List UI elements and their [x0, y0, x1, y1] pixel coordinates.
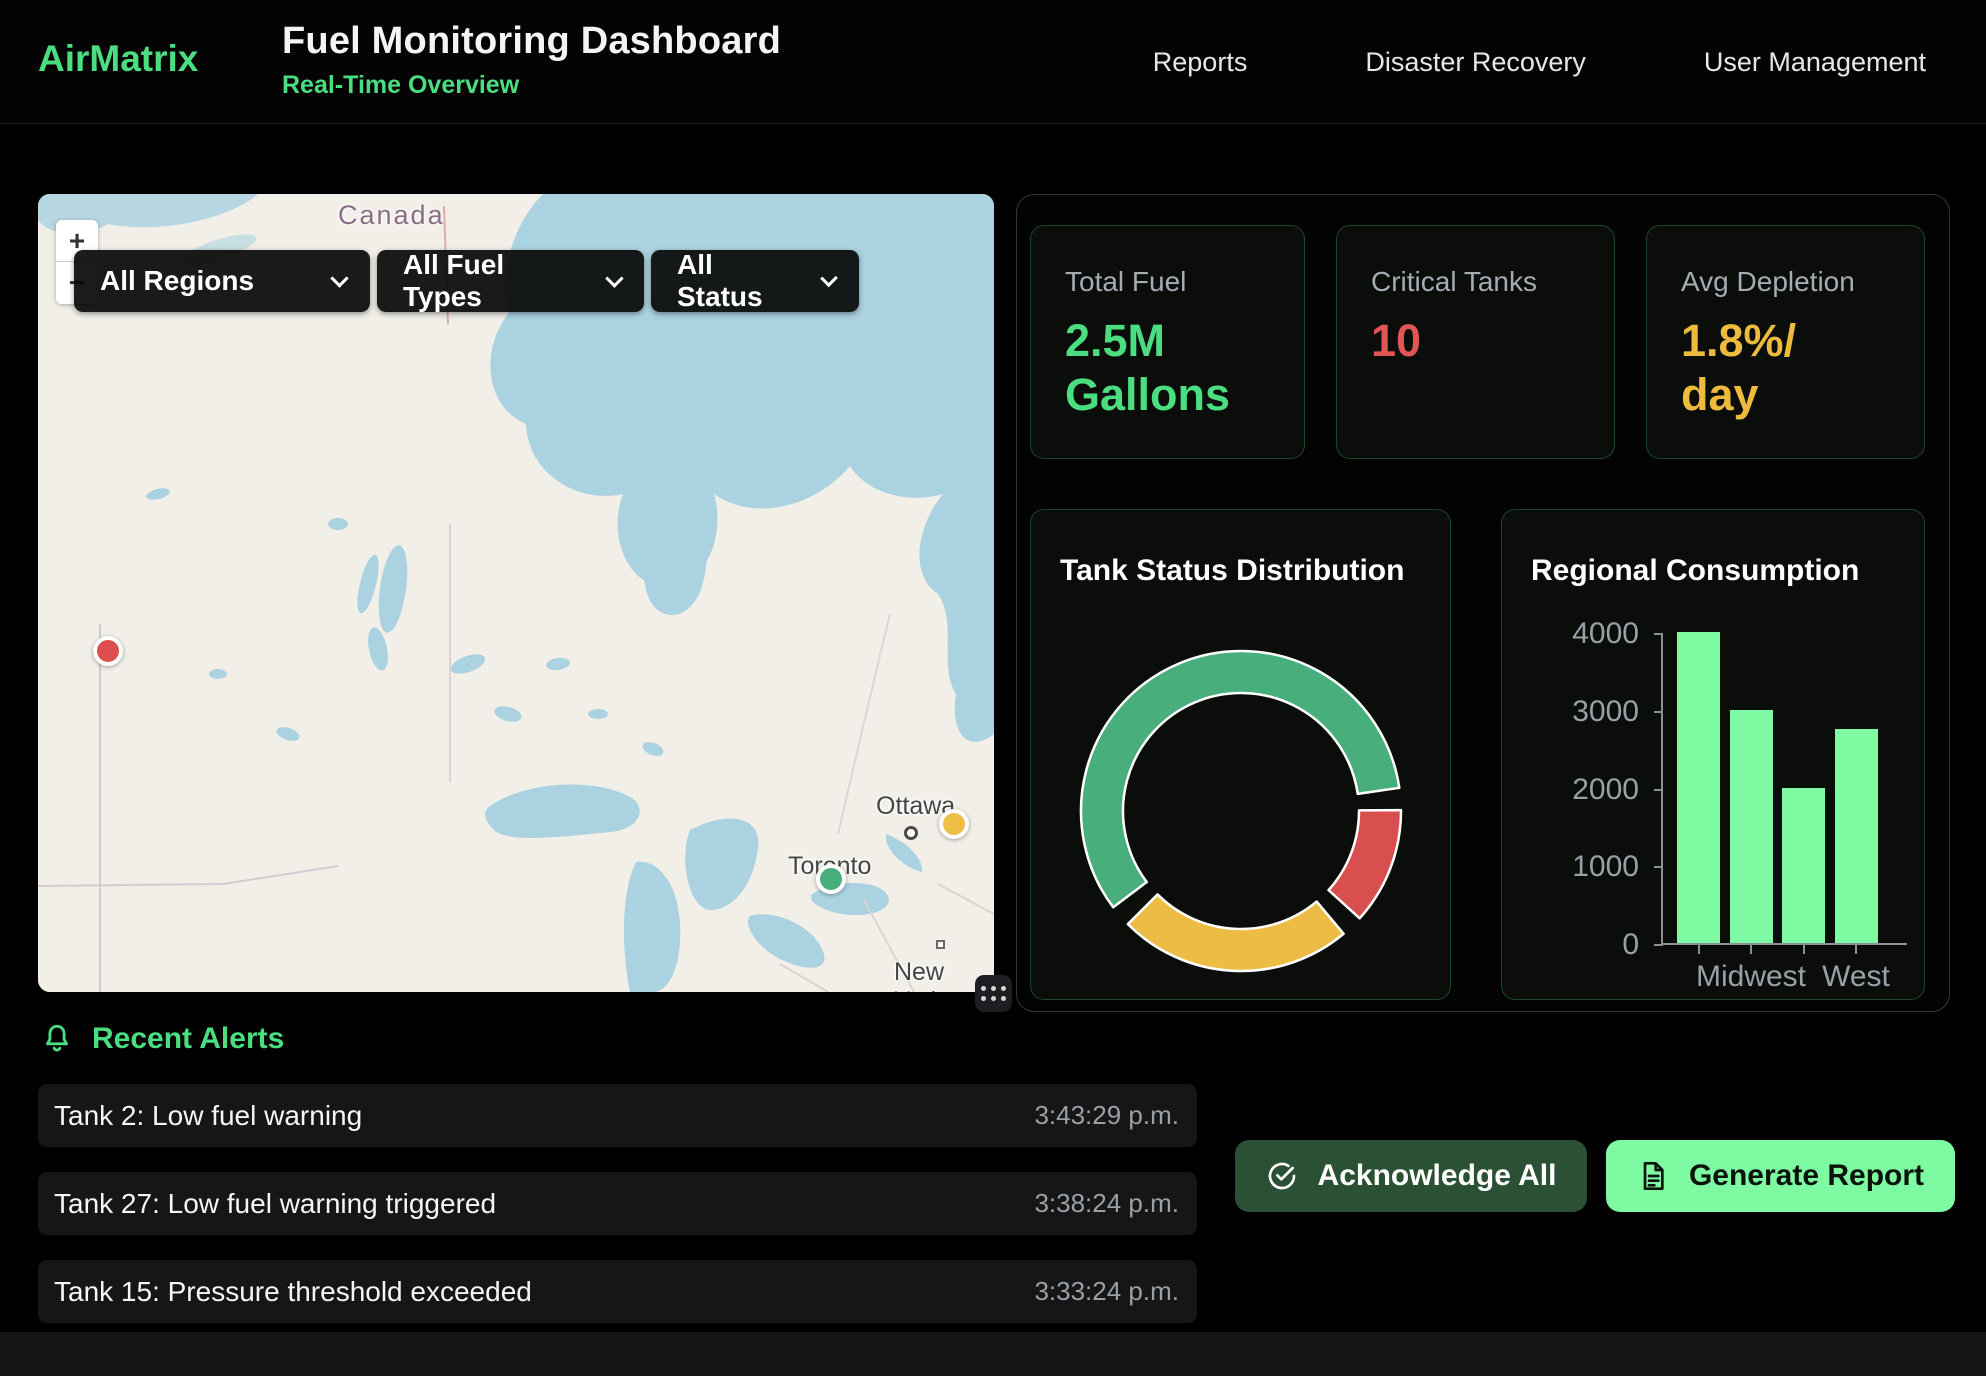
- map-label-canada: Canada: [338, 200, 445, 231]
- donut-segment-critical: [1329, 810, 1401, 918]
- bar-3: [1835, 729, 1878, 943]
- stat-label: Total Fuel: [1065, 266, 1304, 298]
- generate-report-button[interactable]: Generate Report: [1606, 1140, 1955, 1212]
- chart-title: Regional Consumption: [1531, 554, 1859, 588]
- alert-row[interactable]: Tank 15: Pressure threshold exceeded 3:3…: [38, 1260, 1197, 1323]
- nav-item-user-management[interactable]: User Management: [1704, 47, 1926, 78]
- tank-status-donut-chart: [1066, 636, 1416, 986]
- stat-value: 1.8%/day: [1681, 314, 1924, 422]
- alert-timestamp: 3:33:24 p.m.: [1034, 1276, 1179, 1307]
- nav-item-disaster-recovery[interactable]: Disaster Recovery: [1365, 47, 1586, 78]
- region-filter-select[interactable]: All Regions: [74, 250, 370, 312]
- chevron-down-icon: [330, 269, 348, 287]
- regional-consumption-chart-card: Regional Consumption 01000200030004000Mi…: [1501, 509, 1925, 1000]
- stat-label: Avg Depletion: [1681, 266, 1924, 298]
- alerts-header: Recent Alerts: [40, 1022, 284, 1056]
- alert-message: Tank 15: Pressure threshold exceeded: [54, 1276, 532, 1308]
- stat-label: Critical Tanks: [1371, 266, 1614, 298]
- x-axis-tick-mark: [1698, 945, 1700, 954]
- footer-strip: [0, 1332, 1986, 1376]
- y-axis-tick-label: 0: [1519, 928, 1639, 962]
- y-axis-tick-mark: [1654, 633, 1663, 635]
- x-axis-tick-label: West: [1776, 960, 1936, 994]
- y-axis-tick-mark: [1654, 789, 1663, 791]
- stat-value: 2.5MGallons: [1065, 314, 1304, 422]
- fuel-type-filter-select[interactable]: All Fuel Types: [377, 250, 644, 312]
- stat-card-avg-depletion: Avg Depletion 1.8%/day: [1646, 225, 1925, 459]
- button-label: Acknowledge All: [1318, 1159, 1557, 1193]
- donut-segment-warning: [1128, 894, 1344, 971]
- page-subtitle: Real-Time Overview: [282, 71, 781, 100]
- y-axis-tick-label: 4000: [1519, 617, 1639, 651]
- y-axis-tick-label: 2000: [1519, 773, 1639, 807]
- new-york-marker-icon: [936, 940, 945, 949]
- alert-message: Tank 2: Low fuel warning: [54, 1100, 362, 1132]
- page-title: Fuel Monitoring Dashboard: [282, 20, 781, 63]
- main-nav: Reports Disaster Recovery User Managemen…: [1153, 0, 1926, 124]
- chevron-down-icon: [605, 269, 623, 287]
- map-resize-grip[interactable]: [975, 975, 1012, 1012]
- nav-item-reports[interactable]: Reports: [1153, 47, 1248, 78]
- alerts-title: Recent Alerts: [92, 1022, 284, 1056]
- fuel-map[interactable]: Canada Ottawa Toronto New York + − All R…: [38, 194, 994, 992]
- fuel-type-filter-value: All Fuel Types: [403, 249, 582, 313]
- bar-2: [1782, 788, 1825, 944]
- alert-message: Tank 27: Low fuel warning triggered: [54, 1188, 496, 1220]
- check-circle-icon: [1266, 1160, 1298, 1192]
- button-label: Generate Report: [1689, 1159, 1924, 1193]
- tank-marker-critical[interactable]: [93, 636, 123, 666]
- tank-marker-warning[interactable]: [939, 809, 969, 839]
- brand-logo[interactable]: AirMatrix: [38, 38, 198, 80]
- acknowledge-all-button[interactable]: Acknowledge All: [1235, 1140, 1587, 1212]
- map-filter-bar: All Regions All Fuel Types All Status: [74, 250, 859, 312]
- title-block: Fuel Monitoring Dashboard Real-Time Over…: [282, 20, 781, 100]
- x-axis-tick-mark: [1803, 945, 1805, 954]
- y-axis-tick-mark: [1654, 866, 1663, 868]
- y-axis-tick-label: 1000: [1519, 850, 1639, 884]
- ottawa-marker-icon: [904, 826, 918, 840]
- bar-0: [1677, 632, 1720, 943]
- alert-timestamp: 3:38:24 p.m.: [1034, 1188, 1179, 1219]
- chart-title: Tank Status Distribution: [1060, 554, 1404, 588]
- region-filter-value: All Regions: [100, 265, 254, 297]
- stat-value: 10: [1371, 314, 1614, 368]
- status-filter-value: All Status: [677, 249, 797, 313]
- y-axis-tick-label: 3000: [1519, 695, 1639, 729]
- alert-row[interactable]: Tank 2: Low fuel warning 3:43:29 p.m.: [38, 1084, 1197, 1147]
- stat-card-total-fuel: Total Fuel 2.5MGallons: [1030, 225, 1305, 459]
- y-axis-tick-mark: [1654, 711, 1663, 713]
- alert-timestamp: 3:43:29 p.m.: [1034, 1100, 1179, 1131]
- chevron-down-icon: [820, 269, 838, 287]
- bar-1: [1730, 710, 1773, 943]
- x-axis-tick-mark: [1855, 945, 1857, 954]
- tank-status-chart-card: Tank Status Distribution: [1030, 509, 1451, 1000]
- app-header: AirMatrix Fuel Monitoring Dashboard Real…: [0, 0, 1986, 124]
- document-icon: [1637, 1160, 1669, 1192]
- stat-card-critical-tanks: Critical Tanks 10: [1336, 225, 1615, 459]
- bell-icon: [40, 1022, 74, 1056]
- x-axis-tick-mark: [1750, 945, 1752, 954]
- status-filter-select[interactable]: All Status: [651, 250, 859, 312]
- y-axis-tick-mark: [1654, 944, 1663, 946]
- tank-marker-normal[interactable]: [816, 864, 846, 894]
- regional-consumption-bar-chart: 01000200030004000MidwestWest: [1661, 634, 1907, 945]
- alert-row[interactable]: Tank 27: Low fuel warning triggered 3:38…: [38, 1172, 1197, 1235]
